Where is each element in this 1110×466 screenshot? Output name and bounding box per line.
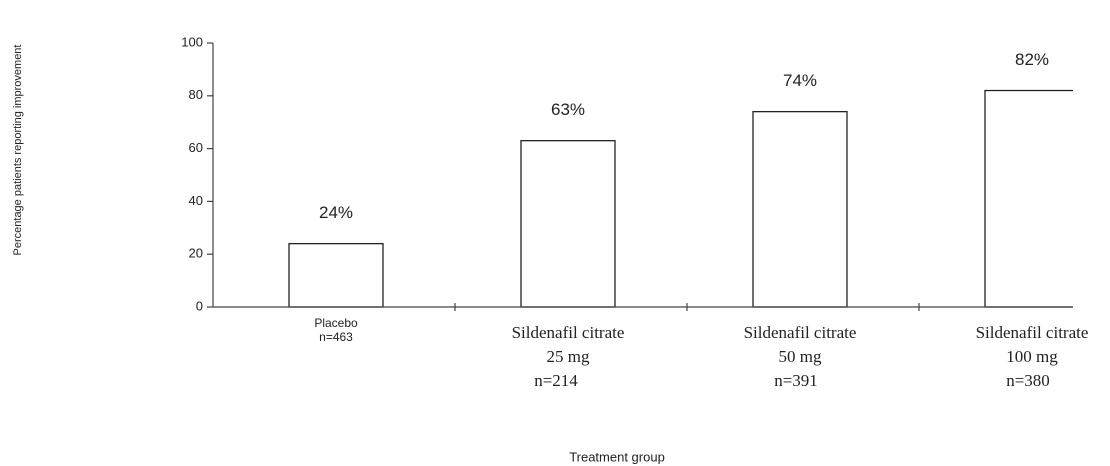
value-label: 82% — [1015, 50, 1049, 69]
x-tick-label: 25 mg — [547, 347, 590, 366]
x-tick-label: n=463 — [319, 330, 353, 344]
bar — [984, 89, 1073, 308]
x-axis-label: Treatment group — [569, 449, 665, 464]
x-tick-label: n=380 — [1006, 371, 1050, 390]
y-tick-label: 20 — [189, 246, 203, 261]
bar — [520, 140, 616, 308]
y-tick-label: 100 — [181, 34, 203, 49]
x-tick-label: Sildenafil citrate — [512, 323, 625, 342]
y-tick-label: 80 — [189, 87, 203, 102]
bar — [752, 110, 848, 308]
plot-area — [288, 89, 1073, 308]
y-tick-label: 40 — [189, 193, 203, 208]
value-label: 74% — [783, 71, 817, 90]
bar — [288, 242, 384, 308]
y-tick-label: 60 — [189, 140, 203, 155]
value-label: 24% — [319, 203, 353, 222]
x-tick-label: 50 mg — [779, 347, 822, 366]
x-tick-label: n=391 — [774, 371, 818, 390]
x-tick-label: Sildenafil citrate — [976, 323, 1089, 342]
x-tick-label: n=214 — [534, 371, 578, 390]
x-tick-label: Sildenafil citrate — [744, 323, 857, 342]
y-axis-label: Percentage patients reporting improvemen… — [12, 45, 24, 256]
y-tick-label: 0 — [196, 298, 203, 313]
x-tick-label: Placebo — [314, 316, 358, 330]
x-tick-label: 100 mg — [1006, 347, 1058, 366]
value-label: 63% — [551, 100, 585, 119]
